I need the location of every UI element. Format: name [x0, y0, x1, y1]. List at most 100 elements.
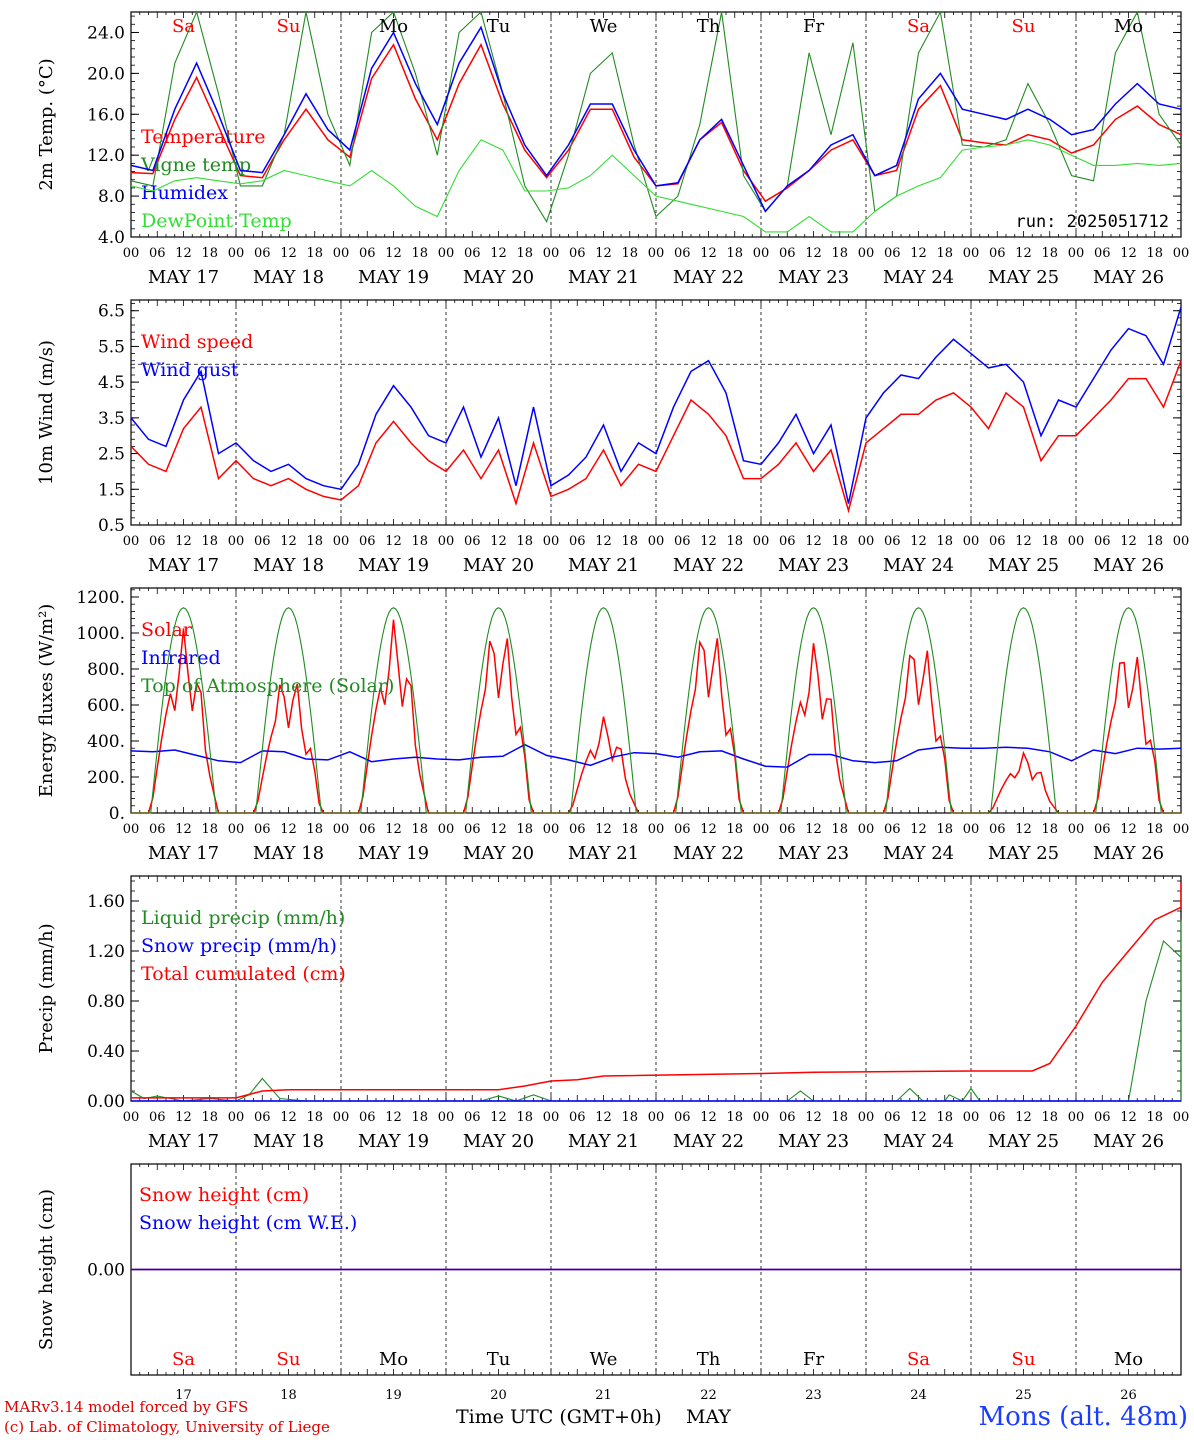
- hour-label: 00: [963, 246, 980, 261]
- legend-entry: Humidex: [141, 182, 228, 204]
- hour-label: 06: [464, 1110, 481, 1125]
- date-label: MAY 23: [778, 843, 849, 864]
- y-tick-label: 0.: [109, 804, 125, 824]
- hour-label: 12: [175, 534, 192, 549]
- hour-label: 18: [516, 1110, 533, 1125]
- hour-label: 06: [674, 1110, 691, 1125]
- hour-label: 06: [884, 246, 901, 261]
- hour-label: 18: [936, 246, 953, 261]
- date-label: MAY 20: [463, 555, 534, 576]
- legend-entry: DewPoint Temp: [141, 210, 292, 232]
- hour-label: 12: [1120, 1110, 1137, 1125]
- y-tick-label: 400.: [87, 732, 125, 752]
- hour-label: 00: [228, 534, 245, 549]
- date-label: MAY 24: [883, 267, 954, 288]
- series-line-vigne-temp: [130, 10, 1182, 224]
- date-label: MAY 23: [778, 1131, 849, 1152]
- copyright-credit: (c) Lab. of Climatology, University of L…: [4, 1418, 330, 1436]
- hour-label: 12: [490, 1110, 507, 1125]
- date-label: MAY 26: [1093, 267, 1164, 288]
- station-name: Mons (alt. 48m): [978, 1402, 1188, 1432]
- date-label: MAY 19: [358, 1131, 429, 1152]
- hour-label: 12: [385, 1110, 402, 1125]
- hour-label: 06: [464, 246, 481, 261]
- y-tick-label: 0.00: [87, 1092, 125, 1112]
- hour-label: 06: [149, 1110, 166, 1125]
- day-name: Mo: [379, 1349, 408, 1370]
- hour-label: 18: [1041, 534, 1058, 549]
- day-number: 24: [910, 1388, 927, 1403]
- hour-label: 06: [254, 246, 271, 261]
- hour-label: 06: [779, 1110, 796, 1125]
- hour-label: 00: [333, 534, 350, 549]
- hour-label: 18: [621, 822, 638, 837]
- hour-label: 00: [648, 1110, 665, 1125]
- hour-label: 12: [805, 246, 822, 261]
- hour-label: 00: [333, 246, 350, 261]
- date-label: MAY 17: [148, 843, 219, 864]
- day-name: Th: [697, 1349, 721, 1370]
- date-label: MAY 18: [253, 555, 324, 576]
- y-tick-label: 1.60: [87, 892, 125, 912]
- date-label: MAY 21: [568, 555, 639, 576]
- legend-entry: Snow height (cm W.E.): [139, 1212, 357, 1234]
- hour-label: 00: [1173, 1110, 1190, 1125]
- hour-label: 00: [963, 534, 980, 549]
- y-axis-label: Snow height (cm): [36, 1189, 57, 1350]
- hour-label: 18: [1146, 1110, 1163, 1125]
- hour-label: 00: [753, 246, 770, 261]
- hour-label: 06: [359, 822, 376, 837]
- date-label: MAY 24: [883, 843, 954, 864]
- model-credit: MARv3.14 model forced by GFS: [4, 1398, 249, 1416]
- hour-label: 18: [831, 534, 848, 549]
- hour-label: 18: [726, 822, 743, 837]
- hour-label: 00: [228, 246, 245, 261]
- hour-label: 06: [569, 822, 586, 837]
- hour-label: 06: [569, 534, 586, 549]
- legend-entry: Wind gust: [141, 359, 239, 381]
- hour-label: 12: [595, 534, 612, 549]
- hour-label: 18: [201, 246, 218, 261]
- hour-label: 18: [411, 534, 428, 549]
- day-name: Sa: [907, 16, 930, 37]
- hour-label: 12: [385, 246, 402, 261]
- legend-entry: Snow height (cm): [139, 1184, 309, 1206]
- hour-label: 12: [490, 534, 507, 549]
- hour-label: 18: [411, 246, 428, 261]
- hour-label: 12: [1120, 822, 1137, 837]
- hour-label: 00: [543, 822, 560, 837]
- day-name: We: [590, 1349, 618, 1370]
- hour-label: 00: [438, 1110, 455, 1125]
- hour-label: 00: [648, 822, 665, 837]
- date-label: MAY 22: [673, 1131, 744, 1152]
- legend-entry: Top of Atmosphere (Solar): [141, 675, 394, 697]
- hour-label: 18: [306, 822, 323, 837]
- day-name: Tu: [487, 1349, 511, 1370]
- hour-label: 06: [989, 246, 1006, 261]
- y-axis-label: Precip (mm/h): [36, 923, 57, 1053]
- y-tick-label: 12.0: [87, 146, 125, 166]
- hour-label: 00: [123, 246, 140, 261]
- hour-label: 12: [595, 246, 612, 261]
- hour-label: 12: [805, 1110, 822, 1125]
- hour-label: 00: [438, 246, 455, 261]
- hour-label: 18: [831, 246, 848, 261]
- y-tick-label: 4.0: [98, 228, 125, 248]
- hour-label: 06: [884, 1110, 901, 1125]
- hour-label: 00: [438, 822, 455, 837]
- hour-label: 18: [201, 1110, 218, 1125]
- day-number: 25: [1015, 1388, 1032, 1403]
- hour-label: 18: [306, 534, 323, 549]
- date-label: MAY 26: [1093, 1131, 1164, 1152]
- hour-label: 06: [569, 1110, 586, 1125]
- hour-label: 00: [858, 822, 875, 837]
- date-label: MAY 20: [463, 843, 534, 864]
- legend-entry: Temperature: [141, 126, 265, 148]
- hour-label: 12: [175, 246, 192, 261]
- hour-label: 06: [1094, 1110, 1111, 1125]
- date-label: MAY 21: [568, 267, 639, 288]
- hour-label: 06: [989, 822, 1006, 837]
- date-label: MAY 17: [148, 267, 219, 288]
- date-label: MAY 24: [883, 1131, 954, 1152]
- hour-label: 18: [516, 246, 533, 261]
